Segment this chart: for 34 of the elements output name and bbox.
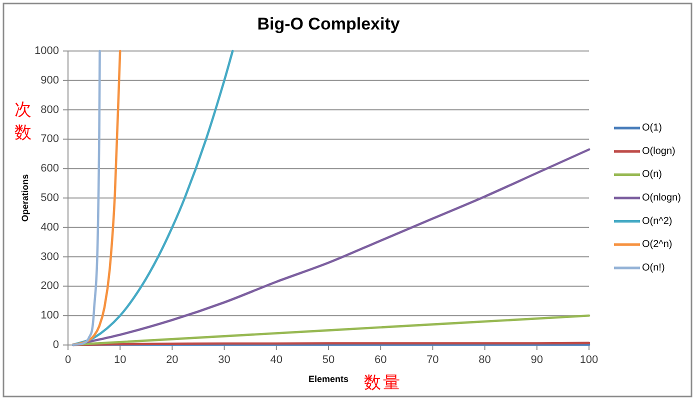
legend-label: O(n^2) bbox=[642, 216, 672, 227]
y-tick-label: 0 bbox=[52, 339, 59, 351]
legend-label: O(n!) bbox=[642, 262, 665, 274]
y-tick-label: 200 bbox=[40, 280, 59, 292]
text: 数量 bbox=[364, 373, 402, 393]
text: 次数 bbox=[14, 100, 32, 143]
x-tick-label: 30 bbox=[218, 354, 230, 366]
y-tick-label: 300 bbox=[40, 250, 59, 263]
x-tick-label: 70 bbox=[426, 354, 439, 366]
legend-label: O(2^n) bbox=[642, 239, 672, 250]
x-tick-label: 40 bbox=[270, 354, 283, 366]
y-tick-label: 100 bbox=[40, 310, 59, 322]
x-tick-label: 90 bbox=[530, 354, 544, 366]
x-tick-label: 20 bbox=[166, 354, 178, 366]
x-tick-label: 100 bbox=[580, 354, 598, 366]
y-tick-label: 700 bbox=[40, 133, 59, 146]
x-tick-label: 0 bbox=[64, 354, 72, 366]
y-tick-label: 900 bbox=[40, 74, 59, 86]
legend-label: O(logn) bbox=[642, 146, 676, 157]
x-tick-label: 10 bbox=[114, 354, 126, 366]
legend-label: O(1) bbox=[642, 122, 662, 134]
legend-label: O(nlogn) bbox=[642, 192, 681, 204]
y-tick-label: 500 bbox=[40, 192, 59, 204]
x-tick-label: 60 bbox=[374, 354, 387, 366]
x-tick-label: 50 bbox=[322, 354, 335, 366]
chart-title: Big-O Complexity bbox=[257, 14, 400, 34]
x-axis-title: Elements bbox=[308, 374, 349, 384]
y-axis-title: Operations bbox=[20, 174, 30, 222]
y-tick-label: 600 bbox=[40, 162, 59, 175]
legend-label: O(n) bbox=[642, 169, 662, 180]
x-tick-label: 80 bbox=[478, 354, 491, 366]
y-tick-label: 1000 bbox=[34, 45, 59, 57]
y-tick-label: 400 bbox=[40, 221, 59, 234]
y-tick-label: 800 bbox=[40, 104, 59, 116]
